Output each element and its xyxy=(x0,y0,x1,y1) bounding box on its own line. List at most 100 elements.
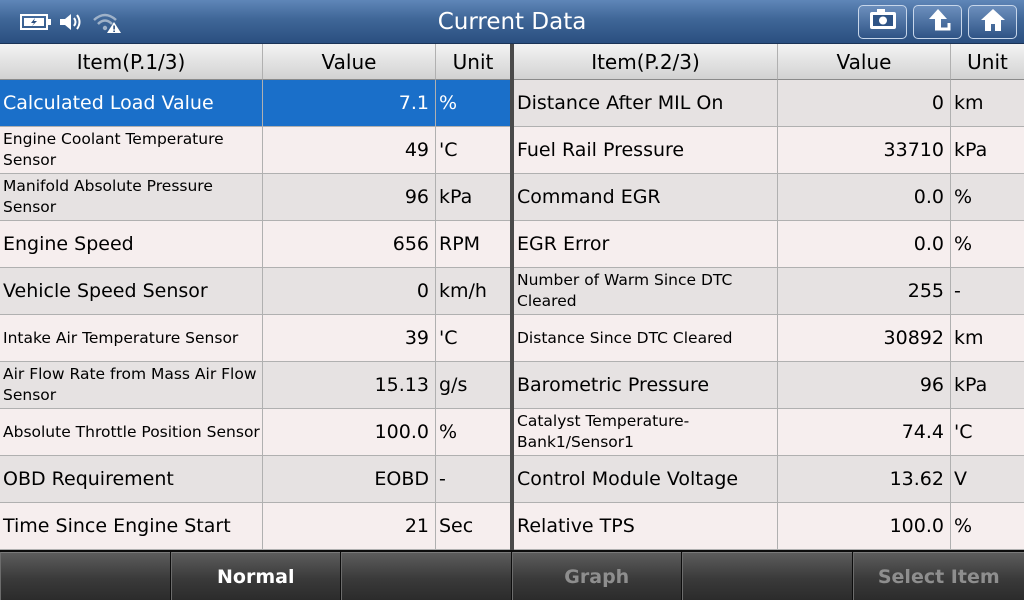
row-item: Manifold Absolute Pressure Sensor xyxy=(0,174,263,221)
row-item: EGR Error xyxy=(514,221,778,268)
header-item: Item(P.2/3) xyxy=(514,44,778,80)
table-row[interactable]: Distance Since DTC Cleared 30892 km xyxy=(514,315,1024,362)
footer-toolbar: Normal Graph Select Item xyxy=(0,550,1024,600)
footer-button-1[interactable] xyxy=(0,552,170,600)
row-value: 74.4 xyxy=(778,409,951,456)
row-value: 100.0 xyxy=(778,503,951,550)
home-icon xyxy=(979,7,1007,37)
row-item: Command EGR xyxy=(514,174,778,221)
row-value: 30892 xyxy=(778,315,951,362)
select-item-button[interactable]: Select Item xyxy=(852,552,1024,600)
row-value: 0.0 xyxy=(778,221,951,268)
row-item: Intake Air Temperature Sensor xyxy=(0,315,263,362)
screenshot-button[interactable] xyxy=(858,5,907,39)
table-row[interactable]: Distance After MIL On 0 km xyxy=(514,80,1024,127)
row-unit: % xyxy=(436,409,510,456)
row-unit: Sec xyxy=(436,503,510,550)
row-unit: 'C xyxy=(436,127,510,174)
row-item: Vehicle Speed Sensor xyxy=(0,268,263,315)
row-item: Absolute Throttle Position Sensor xyxy=(0,409,263,456)
table-row[interactable]: EGR Error 0.0 % xyxy=(514,221,1024,268)
row-unit: % xyxy=(951,221,1024,268)
row-unit: kPa xyxy=(436,174,510,221)
table-row[interactable]: Air Flow Rate from Mass Air Flow Sensor … xyxy=(0,362,510,409)
footer-button-3[interactable] xyxy=(341,552,511,600)
table-row[interactable]: OBD Requirement EOBD - xyxy=(0,456,510,503)
header-item: Item(P.1/3) xyxy=(0,44,263,80)
volume-icon xyxy=(58,11,86,33)
table-row[interactable]: Calculated Load Value 7.1 % xyxy=(0,80,510,127)
home-button[interactable] xyxy=(968,5,1017,39)
table-row[interactable]: Fuel Rail Pressure 33710 kPa xyxy=(514,127,1024,174)
row-unit: 'C xyxy=(436,315,510,362)
table-header: Item(P.1/3) Value Unit xyxy=(0,44,510,80)
row-value: 656 xyxy=(263,221,436,268)
row-unit: - xyxy=(436,456,510,503)
header-unit: Unit xyxy=(951,44,1024,80)
row-value: 49 xyxy=(263,127,436,174)
row-unit: kPa xyxy=(951,127,1024,174)
row-unit: V xyxy=(951,456,1024,503)
row-item: Engine Coolant Temperature Sensor xyxy=(0,127,263,174)
graph-button[interactable]: Graph xyxy=(511,552,681,600)
arrow-up-icon xyxy=(923,7,953,37)
row-unit: km xyxy=(951,315,1024,362)
status-icons xyxy=(20,8,122,36)
table-header: Item(P.2/3) Value Unit xyxy=(514,44,1024,80)
table-row[interactable]: Vehicle Speed Sensor 0 km/h xyxy=(0,268,510,315)
row-item: Air Flow Rate from Mass Air Flow Sensor xyxy=(0,362,263,409)
table-row[interactable]: Control Module Voltage 13.62 V xyxy=(514,456,1024,503)
row-item: OBD Requirement xyxy=(0,456,263,503)
row-unit: km xyxy=(951,80,1024,127)
wifi-warning-icon xyxy=(92,10,122,34)
normal-button[interactable]: Normal xyxy=(170,552,340,600)
row-value: 96 xyxy=(263,174,436,221)
row-value: 96 xyxy=(778,362,951,409)
header-value: Value xyxy=(263,44,436,80)
table-row[interactable]: Engine Speed 656 RPM xyxy=(0,221,510,268)
table-row[interactable]: Absolute Throttle Position Sensor 100.0 … xyxy=(0,409,510,456)
row-value: 0 xyxy=(263,268,436,315)
row-unit: kPa xyxy=(951,362,1024,409)
table-row[interactable]: Command EGR 0.0 % xyxy=(514,174,1024,221)
row-unit: % xyxy=(951,503,1024,550)
row-item: Distance After MIL On xyxy=(514,80,778,127)
row-value: EOBD xyxy=(263,456,436,503)
row-unit: km/h xyxy=(436,268,510,315)
row-unit: RPM xyxy=(436,221,510,268)
table-row[interactable]: Number of Warm Since DTC Cleared 255 - xyxy=(514,268,1024,315)
table-row[interactable]: Catalyst Temperature-Bank1/Sensor1 74.4 … xyxy=(514,409,1024,456)
table-row[interactable]: Barometric Pressure 96 kPa xyxy=(514,362,1024,409)
title-bar: Current Data xyxy=(0,0,1024,44)
row-item: Catalyst Temperature-Bank1/Sensor1 xyxy=(514,409,778,456)
table-row[interactable]: Relative TPS 100.0 % xyxy=(514,503,1024,550)
row-item: Engine Speed xyxy=(0,221,263,268)
data-table-page-1: Item(P.1/3) Value Unit Calculated Load V… xyxy=(0,44,510,550)
camera-icon xyxy=(868,8,898,36)
page-title: Current Data xyxy=(437,9,587,35)
row-unit: % xyxy=(436,80,510,127)
footer-button-5[interactable] xyxy=(682,552,852,600)
row-unit: 'C xyxy=(951,409,1024,456)
row-item: Fuel Rail Pressure xyxy=(514,127,778,174)
row-value: 39 xyxy=(263,315,436,362)
table-row[interactable]: Time Since Engine Start 21 Sec xyxy=(0,503,510,550)
table-row[interactable]: Intake Air Temperature Sensor 39 'C xyxy=(0,315,510,362)
row-item: Control Module Voltage xyxy=(514,456,778,503)
row-value: 33710 xyxy=(778,127,951,174)
table-row[interactable]: Manifold Absolute Pressure Sensor 96 kPa xyxy=(0,174,510,221)
table-divider xyxy=(510,44,514,550)
row-item: Number of Warm Since DTC Cleared xyxy=(514,268,778,315)
data-table-page-2: Item(P.2/3) Value Unit Distance After MI… xyxy=(514,44,1024,550)
row-value: 255 xyxy=(778,268,951,315)
row-value: 7.1 xyxy=(263,80,436,127)
row-unit: % xyxy=(951,174,1024,221)
row-item: Relative TPS xyxy=(514,503,778,550)
row-item: Distance Since DTC Cleared xyxy=(514,315,778,362)
row-value: 15.13 xyxy=(263,362,436,409)
row-item: Barometric Pressure xyxy=(514,362,778,409)
back-button[interactable] xyxy=(913,5,962,39)
table-row[interactable]: Engine Coolant Temperature Sensor 49 'C xyxy=(0,127,510,174)
row-value: 0.0 xyxy=(778,174,951,221)
row-value: 0 xyxy=(778,80,951,127)
